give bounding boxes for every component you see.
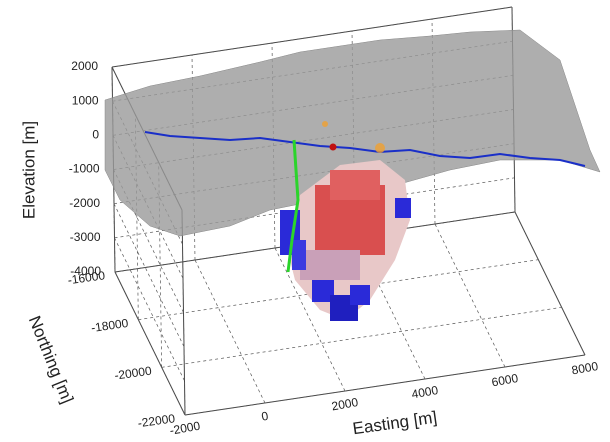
x-tick-label: 6000 [490, 371, 519, 389]
x-axis-title: Easting [m] [351, 408, 438, 439]
grid-line [162, 307, 562, 367]
x-tick-label: 2000 [330, 395, 359, 413]
y-axis-title: Northing [m] [25, 313, 77, 406]
x-tick-label: 0 [260, 409, 269, 424]
y-tick-label: -18000 [90, 316, 129, 335]
marker [322, 121, 328, 127]
z-axis-title: Elevation [m] [19, 121, 38, 219]
marker [330, 144, 337, 151]
grid-line [182, 210, 185, 415]
voxel [292, 240, 306, 270]
z-tick-label: -3000 [70, 230, 101, 244]
chart: Elevation [m] Northing [m] Easting [m] -… [0, 0, 610, 442]
x-tick-label: 8000 [570, 359, 599, 377]
voxel [330, 170, 380, 200]
z-tick-label: 2000 [71, 59, 98, 73]
x-tick-label: 4000 [410, 383, 439, 401]
voxel [395, 198, 411, 218]
z-tick-label: -1000 [69, 162, 100, 176]
z-tick-label: 1000 [72, 93, 99, 107]
grid-line [435, 224, 505, 367]
marker [375, 143, 385, 153]
y-tick-label: -20000 [114, 364, 153, 383]
z-tick-label: 0 [92, 128, 99, 142]
grid-line [195, 260, 265, 403]
z-tick-label: -2000 [69, 196, 100, 210]
voxel [350, 285, 370, 305]
voxel [300, 250, 360, 280]
